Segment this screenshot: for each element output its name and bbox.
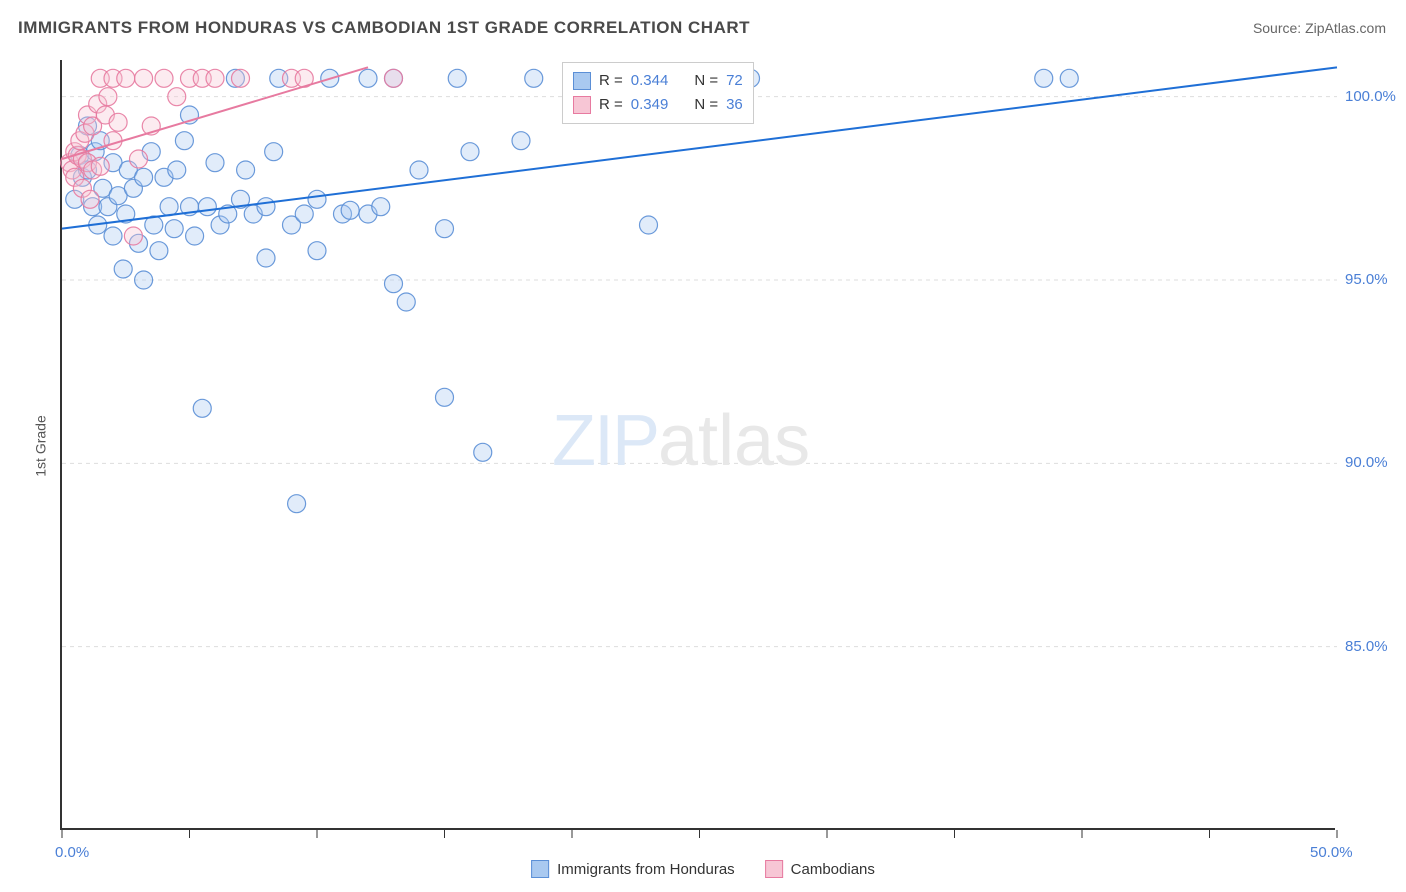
swatch-icon — [765, 860, 783, 878]
y-tick-label: 90.0% — [1345, 454, 1388, 471]
plot-area: ZIPatlas R = 0.344 N = 72 R = 0.349 N = … — [60, 60, 1335, 830]
bottom-legend-item: Immigrants from Honduras — [531, 860, 735, 878]
bottom-legend-label: Cambodians — [791, 861, 875, 878]
swatch-series-0 — [573, 72, 591, 90]
r-label-1: R = — [599, 93, 623, 117]
x-tick-label: 50.0% — [1310, 844, 1353, 861]
bottom-legend: Immigrants from Honduras Cambodians — [531, 860, 875, 878]
swatch-icon — [531, 860, 549, 878]
y-axis-label: 1st Grade — [33, 415, 49, 476]
bottom-legend-item: Cambodians — [765, 860, 875, 878]
r-label-0: R = — [599, 69, 623, 93]
y-tick-label: 85.0% — [1345, 638, 1388, 655]
y-tick-label: 95.0% — [1345, 271, 1388, 288]
n-label-0: N = — [694, 69, 718, 93]
x-tick-label: 0.0% — [55, 844, 89, 861]
source-label: Source: ZipAtlas.com — [1253, 20, 1386, 36]
chart-title: IMMIGRANTS FROM HONDURAS VS CAMBODIAN 1S… — [18, 18, 750, 38]
r-value-0: 0.344 — [631, 69, 669, 93]
stat-legend-row-1: R = 0.349 N = 36 — [573, 93, 743, 117]
n-value-0: 72 — [726, 69, 743, 93]
stat-legend: R = 0.344 N = 72 R = 0.349 N = 36 — [562, 62, 754, 124]
n-value-1: 36 — [726, 93, 743, 117]
y-tick-label: 100.0% — [1345, 88, 1396, 105]
n-label-1: N = — [694, 93, 718, 117]
bottom-legend-label: Immigrants from Honduras — [557, 861, 735, 878]
stat-legend-row-0: R = 0.344 N = 72 — [573, 69, 743, 93]
scatter-svg — [62, 60, 1337, 830]
swatch-series-1 — [573, 96, 591, 114]
r-value-1: 0.349 — [631, 93, 669, 117]
